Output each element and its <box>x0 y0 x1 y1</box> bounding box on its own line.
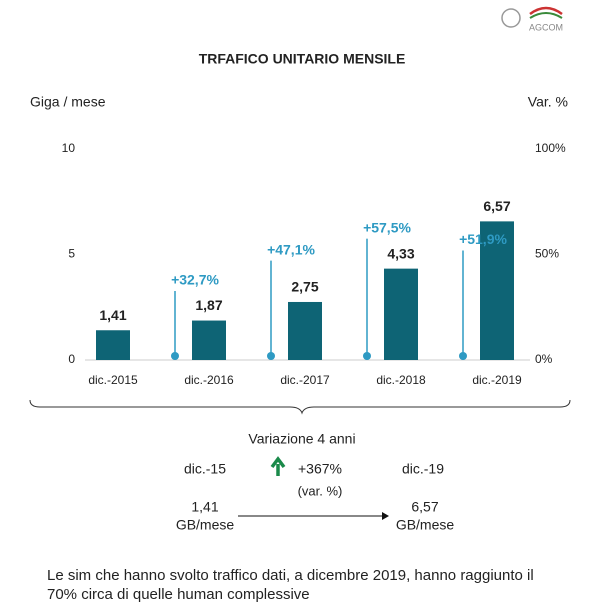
summary-title: Variazione 4 anni <box>248 431 355 447</box>
x-tick-label: dic.-2018 <box>376 373 426 387</box>
summary-from-label: dic.-15 <box>184 461 226 477</box>
data-label: 1,41 <box>99 307 126 323</box>
variation-dot <box>459 352 467 360</box>
data-label: +47,1% <box>267 241 315 257</box>
data-label: 1,87 <box>195 297 222 313</box>
x-tick-label: dic.-2019 <box>472 373 522 387</box>
summary-arrowhead <box>382 512 389 520</box>
logo-arc <box>529 6 563 16</box>
summary-to-unit: GB/mese <box>396 517 455 533</box>
y-tick-label: 5 <box>68 247 75 261</box>
summary-change: +367% <box>298 461 342 477</box>
logo-emblem <box>501 8 521 28</box>
data-label: +51,9% <box>459 231 507 247</box>
bar <box>192 320 226 360</box>
y-axis-title: Giga / mese <box>30 94 106 110</box>
y-tick-label: 10 <box>62 141 76 155</box>
bar <box>384 268 418 360</box>
summary-change-unit: (var. %) <box>298 483 343 498</box>
data-label: +57,5% <box>363 219 411 235</box>
y2-tick-label: 0% <box>535 352 553 366</box>
variation-dot <box>267 352 275 360</box>
summary-to-label: dic.-19 <box>402 461 444 477</box>
y-tick-label: 0 <box>68 352 75 366</box>
summary-from-value: 1,41 <box>191 499 218 515</box>
summary-from-unit: GB/mese <box>176 517 235 533</box>
note-line: 70% circa di quelle human complessive <box>47 586 310 603</box>
data-label: 2,75 <box>291 279 318 295</box>
bar <box>288 301 322 360</box>
y2-tick-label: 100% <box>535 141 566 155</box>
bar <box>480 221 514 360</box>
variation-dot <box>363 352 371 360</box>
data-label: +32,7% <box>171 272 219 288</box>
data-label: 4,33 <box>387 245 414 261</box>
x-tick-label: dic.-2015 <box>88 373 138 387</box>
logo-text: AGCOM <box>529 22 563 32</box>
x-tick-label: dic.-2017 <box>280 373 330 387</box>
logo: AGCOM <box>501 6 563 32</box>
y2-axis-title: Var. % <box>528 94 568 110</box>
y2-tick-label: 50% <box>535 247 559 261</box>
x-tick-label: dic.-2016 <box>184 373 234 387</box>
data-label: 6,57 <box>483 198 510 214</box>
variation-dot <box>171 352 179 360</box>
logo-arc <box>529 12 563 19</box>
chart-title: TRFAFICO UNITARIO MENSILE <box>199 51 406 67</box>
note-line: Le sim che hanno svolto traffico dati, a… <box>47 567 534 584</box>
bar <box>96 330 130 360</box>
up-arrow <box>270 456 286 476</box>
summary-to-value: 6,57 <box>411 499 438 515</box>
brace <box>29 399 571 415</box>
